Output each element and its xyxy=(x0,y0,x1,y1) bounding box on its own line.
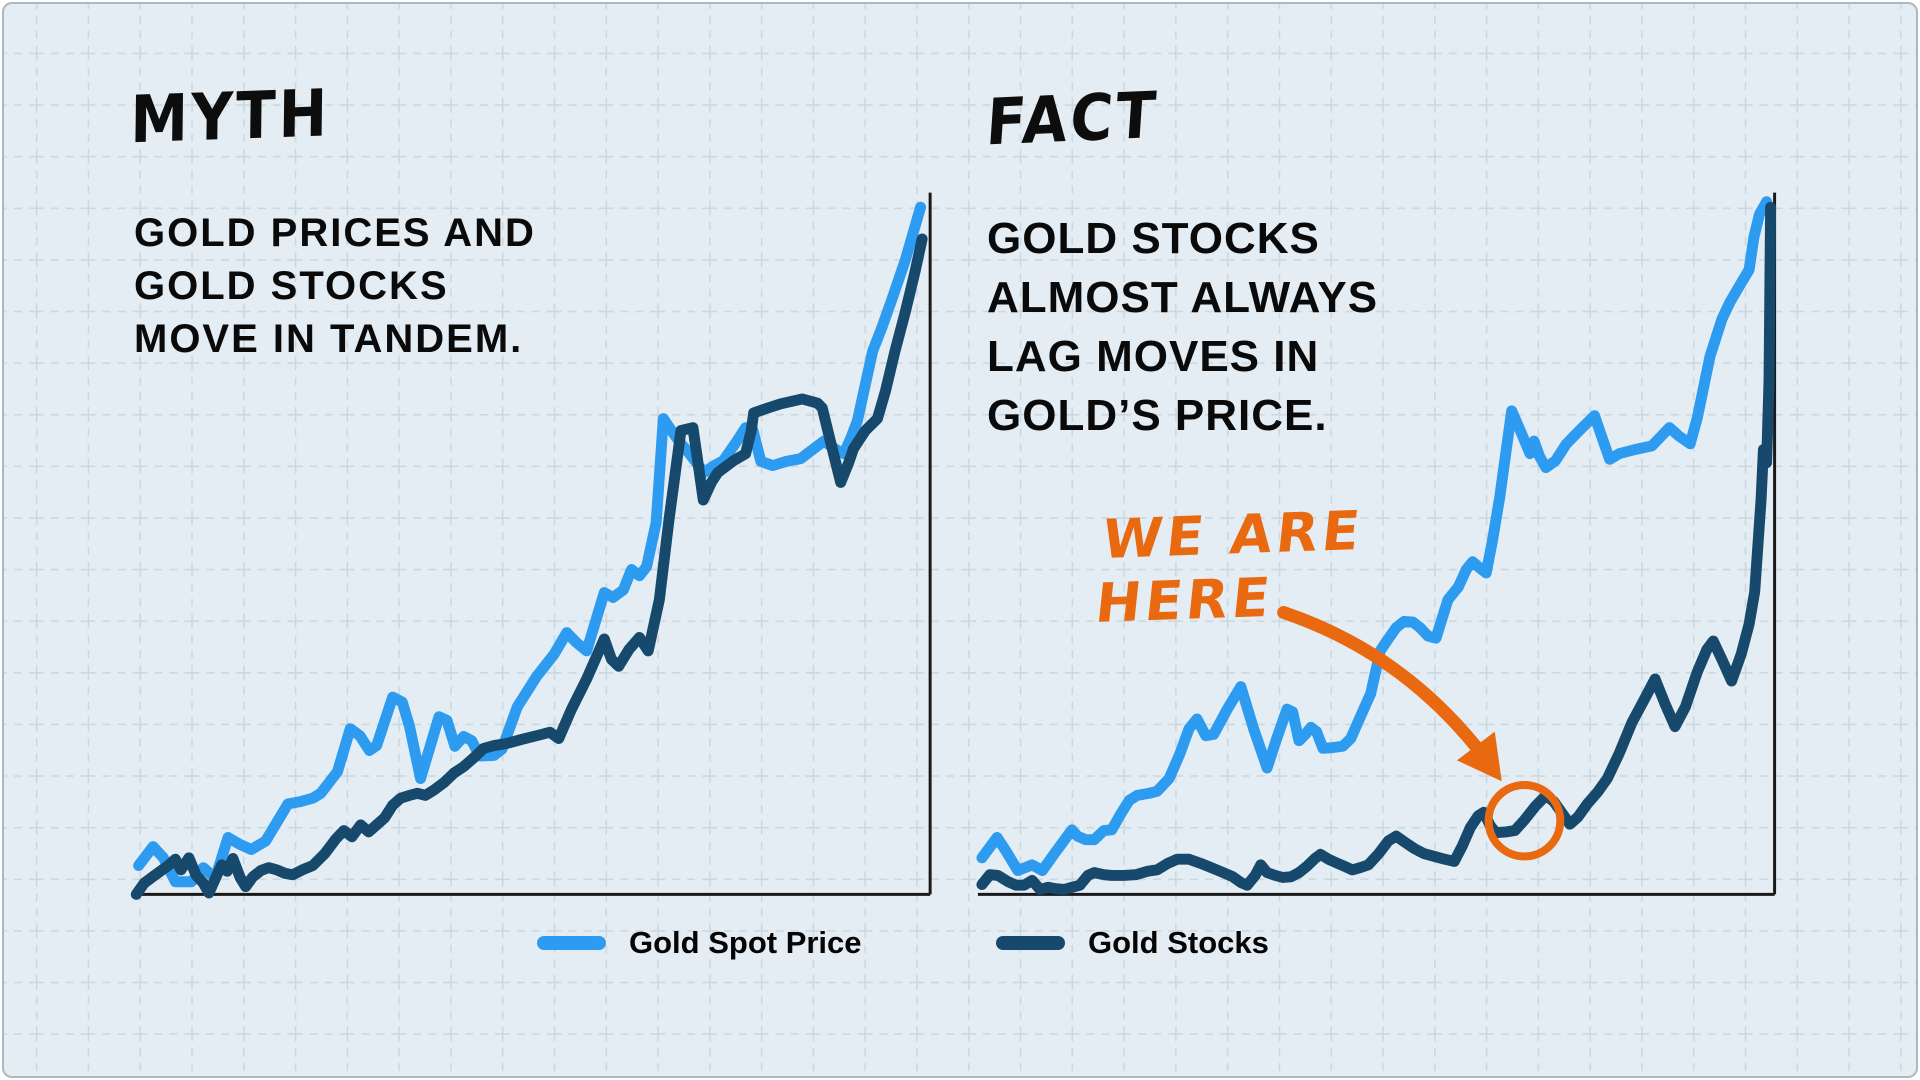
gold-stocks-swatch xyxy=(996,936,1065,950)
we-are-here-arrowhead xyxy=(1456,731,1502,782)
we-are-here-label: WE ARE HERE xyxy=(1092,498,1367,636)
myth-chart xyxy=(130,192,932,900)
myth-statement: GOLD PRICES AND GOLD STOCKS MOVE IN TAND… xyxy=(134,207,536,366)
gold-spot-price-swatch xyxy=(537,936,606,950)
legend-item-gold-spot-price: Gold Spot Price xyxy=(537,925,862,960)
myth-statement-line: MOVE IN TANDEM. xyxy=(134,317,524,361)
we-are-here-label-line: HERE xyxy=(1092,565,1277,635)
we-are-here-arrow xyxy=(1277,606,1483,753)
gold-spot-price-label: Gold Spot Price xyxy=(629,925,862,960)
fact-statement: GOLD STOCKS ALMOST ALWAYS LAG MOVES IN G… xyxy=(987,209,1378,445)
myth-chart-series-1 xyxy=(130,233,928,900)
myth-chart-series-0 xyxy=(133,201,927,888)
we-are-here-label-line: WE ARE xyxy=(1099,498,1367,571)
fact-heading: FACT xyxy=(984,77,1161,160)
fact-chart-series-1 xyxy=(976,201,1777,895)
gold-stocks-label: Gold Stocks xyxy=(1088,925,1269,960)
fact-statement-line: GOLD STOCKS xyxy=(987,214,1320,263)
graph-paper-grid xyxy=(4,4,1916,1076)
charts-svg xyxy=(4,4,1916,1076)
myth-statement-line: GOLD STOCKS xyxy=(134,264,449,308)
fact-statement-line: GOLD’S PRICE. xyxy=(987,391,1328,440)
legend-item-gold-stocks: Gold Stocks xyxy=(996,925,1269,960)
fact-chart-series-0 xyxy=(976,196,1773,876)
we-are-here-circle xyxy=(1484,781,1565,861)
fact-statement-line: LAG MOVES IN xyxy=(987,332,1320,381)
fact-statement-line: ALMOST ALWAYS xyxy=(987,273,1379,322)
myth-heading: MYTH xyxy=(130,74,331,158)
myth-statement-line: GOLD PRICES AND xyxy=(134,211,536,255)
fact-chart xyxy=(976,192,1777,896)
